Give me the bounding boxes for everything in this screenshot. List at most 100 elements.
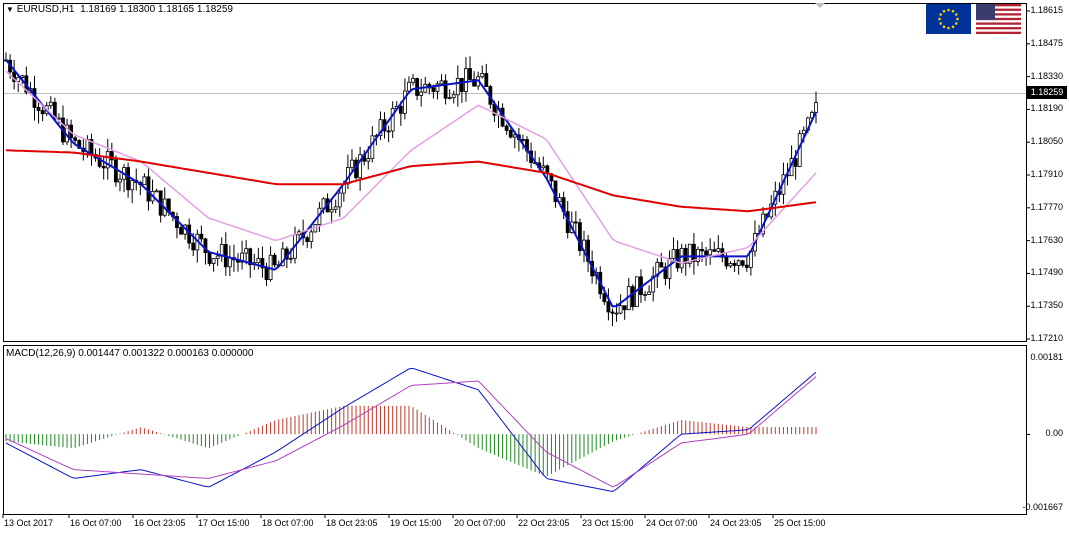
time-tick-label: 20 Oct 07:00	[454, 518, 506, 528]
candle	[671, 237, 676, 262]
candle	[40, 104, 45, 122]
candle	[236, 253, 240, 272]
candle	[337, 189, 342, 217]
candle	[691, 233, 696, 275]
time-tick-label: 19 Oct 15:00	[390, 518, 442, 528]
candle	[708, 238, 713, 265]
candle	[447, 89, 452, 100]
candle	[541, 156, 546, 171]
candle	[683, 244, 688, 276]
price-tick-label: 1.17490	[1030, 267, 1063, 278]
candle	[150, 179, 155, 205]
candle	[423, 76, 428, 93]
eu-flag-icon[interactable]	[926, 4, 971, 34]
macd-signal-line	[5, 376, 817, 488]
candle	[724, 252, 729, 270]
candle	[219, 237, 224, 262]
macd-histogram-layer	[5, 405, 817, 476]
macd-main-line	[5, 367, 817, 493]
candle	[142, 173, 147, 185]
price-tick-label: 1.18475	[1030, 37, 1063, 48]
candle	[73, 135, 78, 144]
macd-lines-layer	[5, 367, 817, 493]
candle	[240, 240, 244, 270]
macd-tick-label: 0.00181	[1030, 352, 1063, 362]
ma-fast-line	[5, 59, 817, 308]
time-tick-label: 23 Oct 15:00	[582, 518, 634, 528]
candle	[419, 78, 424, 107]
candle	[146, 167, 151, 211]
price-tick-label: 1.17770	[1030, 201, 1063, 212]
main-chart-frame	[3, 3, 1027, 342]
time-tick-label: 22 Oct 23:05	[518, 518, 570, 528]
candle	[158, 190, 163, 223]
price-tick-label: 1.17210	[1030, 333, 1063, 343]
current-price-tag: 1.18259	[1027, 86, 1067, 99]
candle	[109, 142, 114, 168]
candle	[227, 245, 232, 277]
axis-ticks-layer	[2, 10, 1030, 518]
candle	[626, 277, 631, 311]
candle	[484, 63, 489, 87]
collapse-arrow-icon[interactable]: ▼	[6, 5, 14, 14]
candle	[65, 118, 69, 146]
candle	[36, 101, 41, 124]
time-tick-label: 24 Oct 07:00	[646, 518, 698, 528]
candle	[573, 211, 578, 236]
candle	[195, 229, 200, 263]
price-tick-label: 1.18050	[1030, 136, 1063, 147]
candle	[814, 91, 818, 124]
candle	[744, 257, 749, 272]
candle	[358, 146, 363, 191]
candle	[472, 71, 476, 87]
price-tick-label: 1.17910	[1030, 169, 1063, 179]
candle	[618, 294, 623, 315]
moving-averages-layer	[5, 59, 817, 308]
price-tick-label: 1.17630	[1030, 234, 1063, 245]
shift-marker-icon[interactable]	[815, 3, 825, 8]
candle	[451, 90, 456, 104]
time-tick-label: 13 Oct 2017	[4, 518, 54, 528]
candle	[679, 243, 684, 274]
candle	[663, 262, 668, 286]
candle	[350, 149, 354, 174]
price-tick-label: 1.17350	[1030, 300, 1063, 311]
candle	[455, 65, 460, 107]
candle	[521, 134, 525, 150]
candle	[622, 305, 627, 320]
candle	[606, 288, 611, 321]
candle	[736, 259, 741, 275]
candle	[199, 225, 204, 243]
time-tick-label: 24 Oct 23:05	[710, 518, 762, 528]
us-flag-icon[interactable]	[976, 4, 1021, 34]
time-tick-label: 17 Oct 15:00	[198, 518, 250, 528]
price-tick-label: 1.18330	[1030, 70, 1063, 81]
candle	[659, 252, 664, 268]
candle	[504, 124, 509, 135]
candle	[309, 226, 314, 249]
candle	[435, 80, 440, 100]
macd-tick-label: -0.001667	[1022, 502, 1063, 512]
candle	[252, 253, 257, 271]
candle	[390, 101, 395, 139]
time-tick-label: 16 Oct 23:05	[134, 518, 186, 528]
time-tick-label: 18 Oct 07:00	[262, 518, 314, 528]
candle	[179, 225, 183, 235]
candle	[740, 259, 745, 268]
candle	[113, 155, 118, 187]
us-stripes-icon	[976, 4, 1021, 34]
candle	[211, 258, 216, 272]
price-tick-label: 1.18190	[1030, 103, 1063, 114]
candle	[101, 155, 106, 180]
time-tick-label: 18 Oct 23:05	[326, 518, 378, 528]
candle	[398, 101, 403, 126]
candle	[630, 284, 635, 311]
ma-slow-line	[5, 149, 817, 213]
candle	[712, 241, 717, 252]
candle	[732, 259, 737, 273]
time-tick-label: 16 Oct 07:00	[70, 518, 122, 528]
candle	[675, 240, 680, 272]
candle	[378, 111, 383, 141]
candle	[411, 73, 415, 86]
